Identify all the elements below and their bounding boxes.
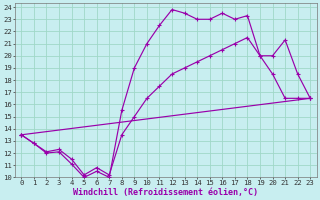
X-axis label: Windchill (Refroidissement éolien,°C): Windchill (Refroidissement éolien,°C) <box>73 188 258 197</box>
